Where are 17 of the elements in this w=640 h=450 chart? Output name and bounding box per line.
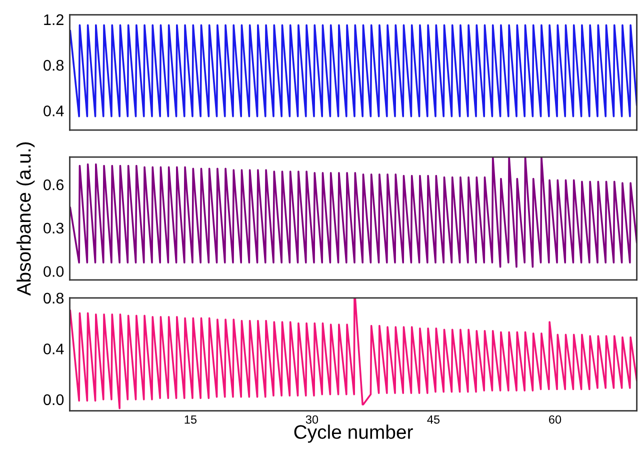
y-tick-label: 0.0 xyxy=(44,266,64,277)
y-tick-label: 1.2 xyxy=(44,14,64,25)
y-tick-label: 0.4 xyxy=(44,344,64,354)
y-axis-title: Absorbance (a.u.) xyxy=(16,142,35,296)
y-tick-label: 0.8 xyxy=(44,292,64,304)
x-tick-label: 45 xyxy=(427,415,440,424)
x-tick-label: 60 xyxy=(549,415,562,424)
y-tick-label: 0.3 xyxy=(44,222,64,234)
line-series xyxy=(70,298,637,410)
y-tick-label: 0.6 xyxy=(44,179,64,190)
x-tick-label: 30 xyxy=(306,415,318,424)
line-series xyxy=(70,24,637,118)
y-tick-label: 0.8 xyxy=(44,60,64,71)
x-tick-label: 15 xyxy=(184,415,197,424)
y-tick-label: 0.0 xyxy=(44,394,64,406)
x-axis-title: Cycle number xyxy=(294,424,413,443)
y-tick-label: 0.4 xyxy=(44,106,64,116)
